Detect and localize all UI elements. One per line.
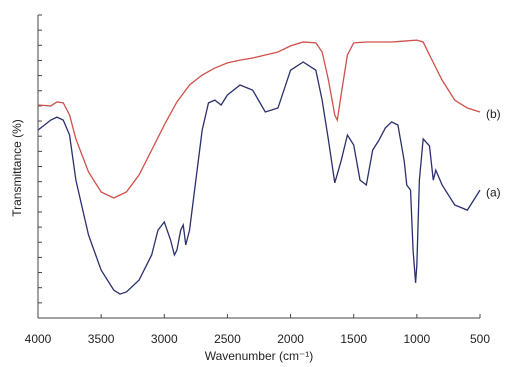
x-tick-label: 2000 [277, 332, 304, 346]
x-tick-label: 2500 [214, 332, 241, 346]
series-label: (a) [486, 185, 501, 199]
spectrum-line [37, 39, 481, 199]
y-axis-label: Transmittance (%) [10, 119, 24, 217]
x-tick-label: 1000 [404, 332, 431, 346]
series-label: (b) [486, 107, 501, 121]
x-tick-label: 3500 [88, 332, 115, 346]
x-axis-label: Wavenumber (cm⁻¹) [205, 349, 314, 363]
x-tick-label: 1500 [340, 332, 367, 346]
spectrum-line [37, 61, 481, 295]
x-tick-label: 3000 [151, 332, 178, 346]
x-tick-label: 500 [470, 332, 490, 346]
x-tick-label: 4000 [25, 332, 52, 346]
